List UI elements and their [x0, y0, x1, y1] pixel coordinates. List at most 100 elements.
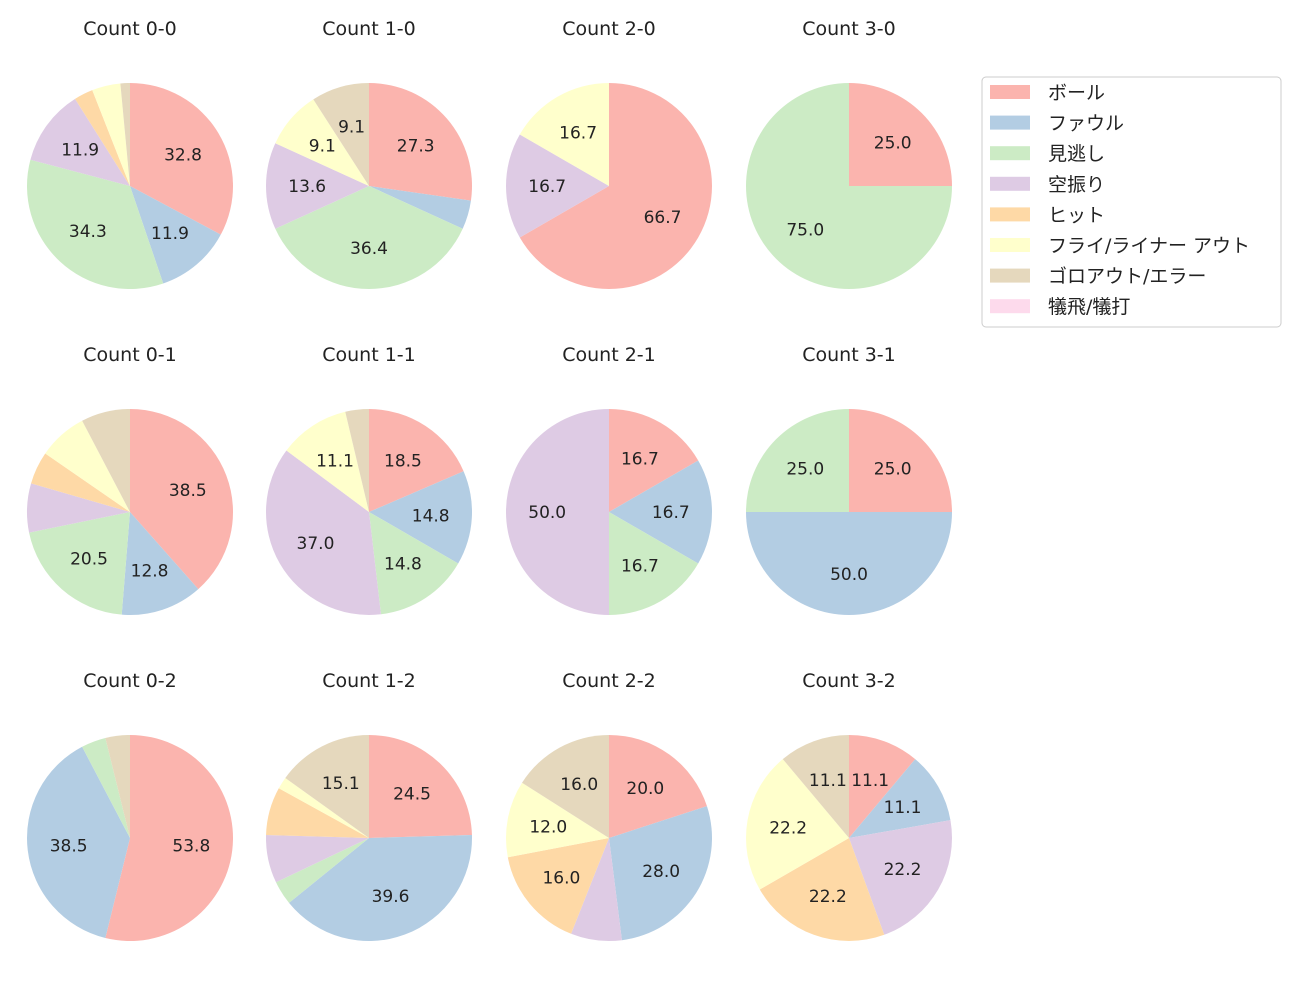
- slice-0: [849, 83, 952, 186]
- slice-1: [121, 512, 199, 615]
- legend-label: フライ/ライナー アウト: [1048, 235, 1250, 257]
- pie-title: Count 1-0: [322, 18, 416, 40]
- slice-4: [507, 838, 609, 934]
- slice-1: [609, 460, 712, 564]
- slice-0: [369, 735, 472, 838]
- pie-count-2-2: Count 2-2 20.0 28.0 16.0 12.0 16.0: [505, 670, 712, 942]
- slice-6: [120, 83, 130, 186]
- slice-6: [345, 409, 369, 512]
- legend-swatch: [990, 85, 1030, 99]
- pie-title: Count 1-1: [322, 344, 416, 366]
- pie-title: Count 3-1: [802, 344, 896, 366]
- pie-title: Count 1-2: [322, 670, 416, 692]
- pie-title: Count 3-2: [802, 670, 896, 692]
- slice-4: [75, 90, 130, 186]
- slice-4: [266, 788, 369, 838]
- slice-5: [275, 99, 369, 186]
- slice-label: 53.8: [172, 836, 210, 856]
- slice-label: 13.6: [288, 177, 326, 197]
- slice-2: [82, 737, 130, 838]
- slice-label: 11.1: [316, 451, 354, 471]
- slice-label: 18.5: [384, 451, 422, 471]
- slice-6: [522, 735, 609, 838]
- slice-2: [276, 838, 369, 903]
- pie-count-1-1: Count 1-1 18.5 14.8 14.8 37.0 11.1: [266, 344, 473, 615]
- slice-label: 25.0: [786, 459, 824, 479]
- slice-1: [27, 746, 131, 939]
- slice-5: [45, 420, 130, 512]
- slice-0: [130, 83, 233, 235]
- slice-label: 12.8: [131, 562, 169, 582]
- slice-3: [506, 134, 609, 238]
- slice-label: 38.5: [50, 836, 88, 856]
- legend-swatch: [990, 115, 1030, 130]
- slice-label: 22.2: [769, 818, 807, 838]
- slice-label: 20.5: [70, 549, 108, 569]
- slice-label: 11.1: [809, 771, 847, 791]
- slice-2: [29, 512, 131, 615]
- slice-label: 14.8: [384, 555, 422, 575]
- pie-count-1-2: Count 1-2 24.5 39.6 15.1: [266, 670, 473, 941]
- pie-title: Count 0-2: [83, 670, 177, 692]
- slice-0: [130, 409, 233, 590]
- slice-5: [286, 411, 369, 512]
- slice-6: [82, 409, 130, 512]
- pie-count-0-1: Count 0-1 38.5 12.8 20.5: [26, 344, 233, 615]
- slice-label: 28.0: [642, 862, 680, 882]
- pie-title: Count 0-0: [83, 18, 177, 40]
- slice-4: [31, 453, 130, 512]
- legend-swatch: [990, 207, 1030, 222]
- slice-label: 16.7: [652, 503, 690, 523]
- slice-label: 38.5: [169, 481, 207, 501]
- slice-6: [105, 735, 130, 838]
- slice-0: [369, 409, 464, 512]
- slice-1: [849, 759, 951, 838]
- pie-count-0-2: Count 0-2 53.8 38.5: [27, 670, 234, 941]
- legend-label: ファウル: [1048, 113, 1124, 135]
- legend-label: ボール: [1048, 82, 1105, 104]
- legend-label: ヒット: [1048, 204, 1105, 226]
- pie-title: Count 2-0: [562, 18, 656, 40]
- slice-label: 36.4: [350, 239, 388, 259]
- slice-label: 16.7: [621, 449, 659, 469]
- slice-3: [26, 483, 130, 533]
- slice-3: [506, 409, 609, 615]
- pie-count-3-1: Count 3-1 25.0 50.0 25.0: [746, 344, 952, 615]
- slice-label: 75.0: [786, 221, 824, 241]
- slice-label: 37.0: [297, 534, 335, 554]
- slice-0: [849, 409, 952, 512]
- slice-label: 11.9: [61, 140, 99, 160]
- slice-3: [266, 450, 381, 615]
- legend-label: ゴロアウト/エラー: [1048, 266, 1206, 288]
- slice-0: [609, 735, 707, 838]
- legend-swatch: [990, 176, 1030, 191]
- slice-label: 12.0: [529, 817, 567, 837]
- slice-label: 50.0: [830, 565, 868, 585]
- legend-frame: [981, 76, 1282, 328]
- legend-swatch: [990, 238, 1030, 252]
- slice-5: [278, 777, 369, 838]
- slice-label: 34.3: [69, 222, 107, 242]
- slice-label: 16.7: [559, 123, 597, 143]
- slice-label: 22.2: [884, 860, 922, 880]
- pie-count-3-2: Count 3-211.111.122.222.222.211.1: [745, 670, 952, 941]
- pie-count-1-0: Count 1-0 27.3 36.4 13.6 9.19.1: [266, 18, 472, 290]
- slice-4: [759, 838, 885, 941]
- slice-label: 11.1: [884, 798, 922, 818]
- slice-2: [275, 186, 463, 290]
- pie-count-2-1: Count 2-1 16.7 16.7 16.7 50.0: [506, 344, 712, 615]
- slice-label: 14.8: [412, 507, 450, 527]
- legend-swatch: [990, 299, 1030, 314]
- pie-count-2-0: Count 2-0 66.7 16.7 16.7: [506, 18, 712, 289]
- slice-0: [369, 83, 472, 201]
- slice-label: 11.9: [151, 224, 189, 244]
- slice-label: 24.5: [393, 785, 431, 805]
- slice-5: [519, 83, 609, 186]
- pie-title: Count 3-0: [802, 18, 896, 40]
- slice-label: 16.0: [560, 775, 598, 795]
- slice-3: [571, 838, 622, 942]
- slice-1: [130, 186, 221, 284]
- slice-6: [285, 735, 369, 838]
